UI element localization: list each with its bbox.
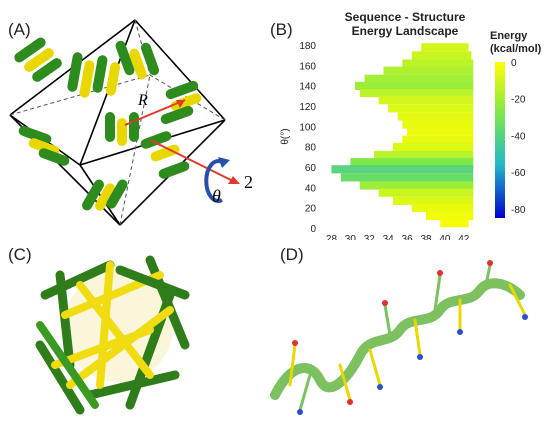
radius-arrow (124, 99, 186, 126)
radius-label: R (138, 92, 148, 109)
colorbar-tick-label: -40 (511, 131, 526, 142)
heatmap-row (388, 104, 474, 113)
axis-arrow (149, 139, 240, 184)
panel-a: (A) (0, 0, 270, 230)
helix-bundle-image (35, 255, 190, 415)
heatmap-row (359, 181, 474, 190)
y-tick-label: 40 (305, 183, 317, 194)
helix-cartoon-image (270, 260, 528, 415)
heatmap-row (440, 219, 469, 228)
y-tick-label: 140 (299, 82, 316, 93)
y-tick-label: 80 (305, 143, 317, 154)
panel-b: (B) Sequence - Structure Energy Landscap… (270, 0, 550, 240)
x-tick-label: 42 (458, 234, 470, 240)
chart-title: Sequence - Structure Energy Landscape (344, 10, 466, 38)
rotation-arrow-icon (204, 159, 223, 203)
colorbar-tick-label: 0 (511, 58, 517, 69)
panel-c-label: (C) (8, 245, 32, 264)
heatmap-row (426, 211, 474, 221)
panel-b-label: (B) (270, 20, 293, 39)
heatmap-row (392, 142, 474, 151)
heatmap-row (355, 81, 474, 90)
panel-a-label: (A) (8, 20, 31, 39)
y-tick-label: 100 (299, 122, 316, 133)
heatmap-row (364, 74, 474, 83)
axis-number-label: 2 (244, 172, 253, 192)
heatmap-row (350, 158, 474, 167)
x-tick-label: 36 (402, 234, 414, 240)
x-tick-label: 28 (326, 234, 338, 240)
colorbar-title: Energy (kcal/mol) (490, 30, 542, 55)
colorbar-tick-label: -20 (511, 95, 526, 106)
heatmap-row (402, 120, 474, 129)
heatmap-row (402, 59, 474, 68)
heatmap-row (392, 196, 474, 205)
y-tick-label: 0 (310, 224, 316, 235)
y-axis-label: θ(°) (280, 128, 291, 144)
heatmap-row (411, 51, 472, 60)
y-tick-label: 20 (305, 204, 317, 215)
colorbar-tick-label: -80 (511, 205, 526, 216)
panel-d: (D) (270, 235, 550, 420)
x-tick-label: 32 (364, 234, 376, 240)
y-tick-label: 180 (299, 41, 316, 52)
heatmap-row (421, 43, 469, 52)
heatmap-row (340, 173, 474, 182)
heatmap-row (383, 66, 474, 75)
theta-label: θ (212, 186, 221, 206)
x-tick-label: 30 (345, 234, 357, 240)
x-tick-label: 40 (439, 234, 451, 240)
heatmap-row (407, 127, 474, 136)
x-tick-label: 38 (420, 234, 432, 240)
helix-cylinders (14, 37, 202, 211)
octahedron-diagram (9, 19, 240, 226)
heatmap-row (397, 112, 474, 121)
heatmap-row (359, 88, 474, 98)
colorbar (495, 62, 505, 218)
heatmap-row (411, 203, 474, 212)
x-tick-label: 34 (383, 234, 395, 240)
heatmap-chart: 0 20 40 60 80 100 120 140 160 180 28 30 32 34 36 38 40 42… (280, 41, 526, 240)
heatmap-row (402, 135, 474, 144)
heatmap-row (378, 96, 474, 105)
panel-c: (C) (0, 235, 270, 420)
heatmap-row (374, 150, 474, 160)
colorbar-tick-label: -60 (511, 168, 526, 179)
y-tick-label: 160 (299, 61, 316, 72)
heatmap-row (331, 165, 474, 174)
y-tick-label: 120 (299, 102, 316, 113)
y-tick-label: 60 (305, 163, 317, 174)
heatmap-row (378, 188, 474, 197)
panel-d-label: (D) (280, 245, 304, 264)
